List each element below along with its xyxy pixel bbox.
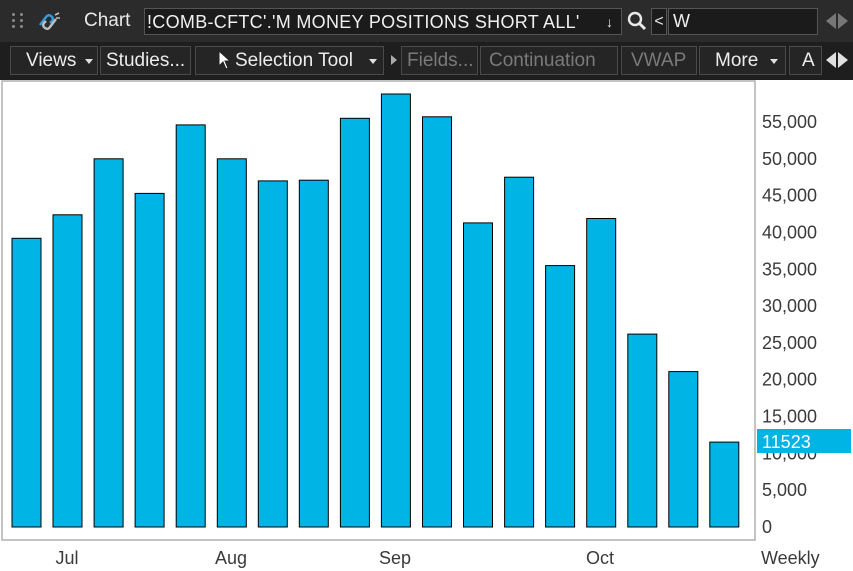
grip-icon[interactable]	[12, 13, 26, 29]
y-tick-label: 25,000	[762, 333, 817, 353]
continuation-button[interactable]: Continuation	[480, 46, 618, 75]
views-label: Views	[26, 50, 77, 71]
chart-header: Chart !COMB-CFTC'.'M MONEY POSITIONS SHO…	[0, 0, 853, 42]
toolbar-expand-icon[interactable]	[391, 55, 397, 65]
vwap-button[interactable]: VWAP	[621, 46, 697, 75]
y-tick-label: 50,000	[762, 149, 817, 169]
bar[interactable]	[627, 333, 658, 528]
selection-tool-label: Selection Tool	[235, 50, 353, 71]
last-value-marker	[757, 429, 851, 453]
bar[interactable]	[134, 192, 165, 528]
bar[interactable]	[668, 371, 699, 528]
bar[interactable]	[463, 222, 493, 528]
bar[interactable]	[175, 124, 206, 528]
bar[interactable]	[709, 441, 740, 528]
symbol-text: !COMB-CFTC'.'M MONEY POSITIONS SHORT ALL…	[147, 12, 580, 32]
fields-button[interactable]: Fields...	[401, 46, 478, 75]
y-axis: 05,00010,00015,00020,00025,00030,00035,0…	[762, 112, 817, 537]
y-tick-label: 40,000	[762, 223, 817, 243]
bar[interactable]	[380, 93, 411, 528]
chevron-down-icon	[369, 59, 377, 64]
chart-toolbar: Views Studies... Selection Tool Fields..…	[0, 42, 853, 80]
a-button[interactable]: A	[789, 46, 822, 75]
y-tick-label: 15,000	[762, 407, 817, 427]
toolbar-scroll-right-icon[interactable]	[838, 52, 848, 68]
bar[interactable]	[586, 218, 617, 528]
bar[interactable]	[11, 237, 42, 528]
previous-symbol-button[interactable]: <	[651, 8, 667, 35]
x-tick-label: Oct	[586, 548, 614, 568]
x-tick-label: Sep	[379, 548, 411, 568]
x-axis: Jul Aug Sep Oct	[55, 548, 614, 568]
scroll-left-icon[interactable]	[826, 13, 836, 29]
studies-button[interactable]: Studies...	[100, 46, 191, 75]
views-button[interactable]: Views	[10, 46, 98, 75]
plot-frame	[1, 80, 756, 541]
more-button[interactable]: More	[699, 46, 786, 75]
bar[interactable]	[298, 179, 329, 528]
link-icon[interactable]	[36, 11, 62, 31]
bars	[11, 93, 740, 528]
cursor-icon	[218, 50, 232, 70]
x-tick-label: Jul	[55, 548, 78, 568]
bar[interactable]	[93, 158, 124, 528]
chevron-down-icon	[770, 59, 778, 64]
y-tick-label: 35,000	[762, 259, 817, 279]
bar[interactable]	[216, 158, 247, 528]
y-tick-label: 45,000	[762, 186, 817, 206]
bar[interactable]	[257, 180, 288, 528]
symbol-dropdown-icon[interactable]: ↓	[606, 14, 613, 30]
bar[interactable]	[52, 214, 83, 528]
bar[interactable]	[545, 265, 576, 528]
bar[interactable]	[339, 117, 370, 528]
toolbar-scroll-left-icon[interactable]	[826, 52, 836, 68]
x-tick-label: Aug	[215, 548, 247, 568]
y-tick-label: 5,000	[762, 480, 807, 500]
y-tick-label: 55,000	[762, 112, 817, 132]
search-icon[interactable]	[627, 11, 647, 31]
more-label: More	[715, 50, 759, 71]
scroll-right-icon[interactable]	[838, 13, 848, 29]
period-label: Weekly	[761, 548, 820, 568]
bar[interactable]	[504, 176, 535, 528]
y-tick-label: 20,000	[762, 370, 817, 390]
y-tick-label: 30,000	[762, 296, 817, 316]
chevron-down-icon	[85, 59, 93, 64]
bar[interactable]	[422, 116, 452, 528]
bar-chart[interactable]: 05,00010,00015,00020,00025,00030,00035,0…	[0, 80, 853, 571]
chart-title: Chart	[84, 10, 131, 31]
last-value-label: 11523	[762, 432, 811, 452]
symbol-input[interactable]: !COMB-CFTC'.'M MONEY POSITIONS SHORT ALL…	[144, 8, 622, 35]
aggregation-input[interactable]: W	[668, 8, 818, 35]
y-tick-label: 0	[762, 517, 772, 537]
